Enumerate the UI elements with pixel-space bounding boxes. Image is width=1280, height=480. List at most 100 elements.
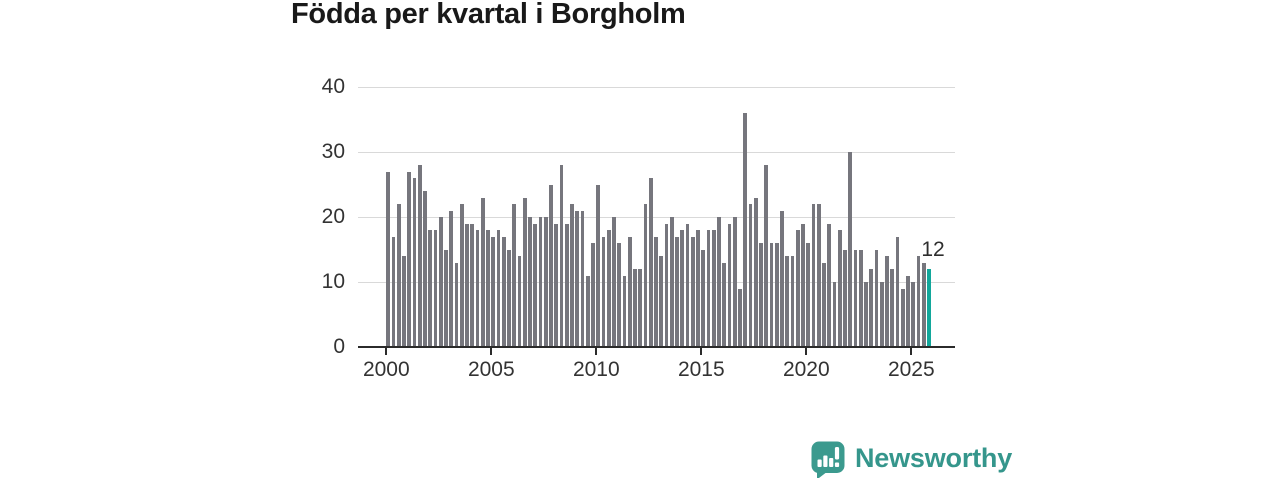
x-tick bbox=[700, 348, 703, 355]
bar bbox=[806, 243, 811, 347]
bar bbox=[906, 275, 910, 347]
bar bbox=[654, 236, 658, 347]
bar bbox=[680, 230, 685, 347]
bar bbox=[391, 236, 396, 347]
y-tick-label: 20 bbox=[321, 205, 345, 228]
x-tick bbox=[910, 348, 913, 355]
bar bbox=[638, 269, 643, 347]
bar bbox=[827, 223, 832, 347]
bar bbox=[801, 223, 805, 347]
bar bbox=[664, 223, 669, 347]
bar bbox=[748, 204, 753, 347]
bar bbox=[890, 269, 895, 347]
y-tick-label: 0 bbox=[333, 335, 345, 358]
gridline-y-30 bbox=[358, 152, 955, 153]
bar bbox=[617, 243, 622, 347]
bar bbox=[690, 236, 695, 347]
bar bbox=[774, 243, 779, 347]
bar bbox=[874, 249, 879, 347]
bar bbox=[570, 204, 574, 347]
bar bbox=[675, 236, 679, 347]
bar bbox=[549, 184, 553, 347]
bar bbox=[795, 230, 800, 347]
bar bbox=[522, 197, 527, 347]
bar bbox=[612, 217, 616, 347]
bar bbox=[769, 243, 774, 347]
bar bbox=[465, 223, 469, 347]
x-axis-line bbox=[358, 346, 955, 348]
bar bbox=[711, 230, 716, 347]
last-value-annotation: 12 bbox=[921, 238, 945, 261]
bar bbox=[601, 236, 606, 347]
bar bbox=[454, 262, 459, 347]
bar bbox=[916, 256, 921, 347]
bar bbox=[496, 230, 501, 347]
bar bbox=[759, 243, 763, 347]
bar bbox=[627, 236, 632, 347]
bar bbox=[753, 197, 758, 347]
bar bbox=[459, 204, 464, 347]
bar bbox=[470, 223, 475, 347]
bar bbox=[585, 275, 590, 347]
bar bbox=[811, 204, 816, 347]
bar bbox=[396, 204, 401, 347]
bar bbox=[895, 236, 900, 347]
bar bbox=[696, 230, 700, 347]
bar bbox=[659, 256, 664, 347]
bar bbox=[722, 262, 727, 347]
bar bbox=[449, 210, 454, 347]
bar bbox=[743, 113, 748, 347]
newsworthy-icon bbox=[810, 440, 846, 478]
bar bbox=[706, 230, 711, 347]
bar bbox=[643, 204, 648, 347]
bar bbox=[386, 171, 391, 347]
bar bbox=[832, 282, 837, 347]
x-tick-label: 2020 bbox=[782, 358, 830, 381]
bar bbox=[528, 217, 532, 347]
x-tick-label: 2015 bbox=[677, 358, 725, 381]
bar bbox=[685, 223, 690, 347]
bar bbox=[575, 210, 580, 347]
bar bbox=[780, 210, 784, 347]
x-tick-label: 2010 bbox=[572, 358, 620, 381]
bar bbox=[879, 282, 884, 347]
bar bbox=[533, 223, 538, 347]
bar bbox=[491, 236, 496, 347]
bar bbox=[501, 236, 506, 347]
bar bbox=[417, 165, 422, 347]
bar bbox=[559, 165, 564, 347]
bar bbox=[648, 178, 653, 347]
bar bbox=[596, 184, 601, 347]
bar bbox=[853, 249, 858, 347]
bar bbox=[816, 204, 821, 347]
x-tick-label: 2025 bbox=[887, 358, 935, 381]
bar bbox=[543, 217, 548, 347]
bar bbox=[591, 243, 595, 347]
bar bbox=[701, 249, 706, 347]
y-tick-label: 10 bbox=[321, 270, 345, 293]
y-tick-label: 40 bbox=[321, 75, 345, 98]
newsworthy-logo[interactable]: Newsworthy bbox=[810, 440, 1012, 478]
x-tick-label: 2000 bbox=[362, 358, 410, 381]
newsworthy-brand-text: Newsworthy bbox=[855, 442, 1013, 473]
bar bbox=[738, 288, 742, 347]
bar bbox=[785, 256, 790, 347]
bar bbox=[433, 230, 438, 347]
bar bbox=[407, 171, 412, 347]
bar bbox=[438, 217, 443, 347]
bar bbox=[606, 230, 611, 347]
bar bbox=[864, 282, 868, 347]
bar bbox=[423, 191, 427, 347]
x-tick bbox=[490, 348, 493, 355]
bar bbox=[486, 230, 490, 347]
highlighted-bar bbox=[927, 269, 931, 347]
bar bbox=[848, 152, 853, 347]
bar bbox=[428, 230, 433, 347]
y-tick-label: 30 bbox=[321, 140, 345, 163]
bar bbox=[858, 249, 863, 347]
bar bbox=[921, 262, 926, 347]
bar bbox=[538, 217, 543, 347]
bar bbox=[843, 249, 847, 347]
gridline-y-40 bbox=[358, 87, 955, 88]
